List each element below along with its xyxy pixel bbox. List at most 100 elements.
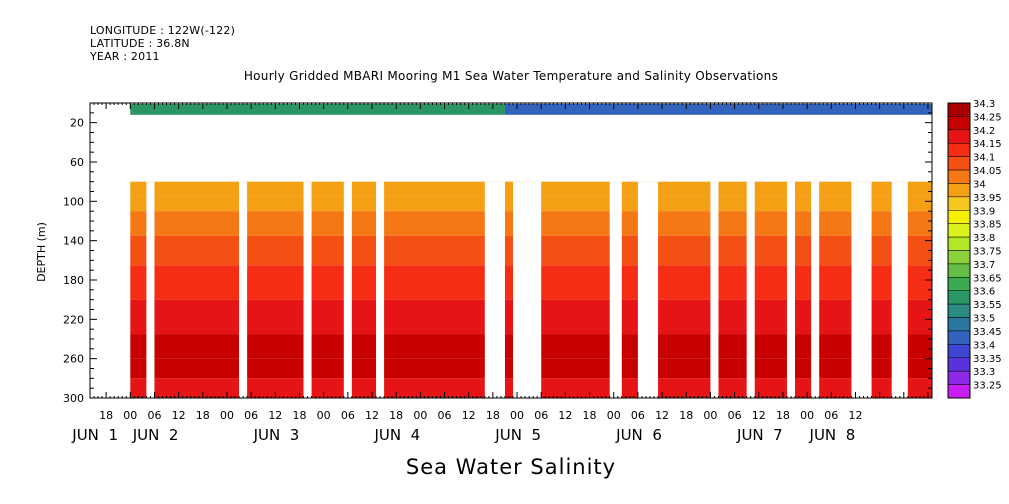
colorbar-label: 33.7: [973, 260, 995, 271]
y-tick-label: 100: [63, 195, 84, 208]
x-hour-label: 12: [365, 409, 379, 422]
colorbar-swatch: [947, 142, 971, 157]
x-axis: 18 00 06 12 18 00 06 12 18 00 06 12 18 00 06 12 18 00 06 12…: [71, 103, 933, 444]
x-hour-label: 18: [776, 409, 790, 422]
latitude-label: LATITUDE : 36.8N: [90, 37, 190, 50]
colorbar-label: 34.25: [973, 112, 1002, 123]
y-tick-label: 140: [63, 235, 84, 248]
colorbar-label: 33.25: [973, 381, 1002, 392]
surface-salinity-band-1: [504, 104, 932, 115]
year-label: YEAR : 2011: [90, 50, 160, 63]
data-gaps: [146, 181, 908, 398]
x-day-label: JUN 7: [736, 426, 783, 444]
x-hour-label: 00: [123, 409, 137, 422]
x-hour-label: 18: [292, 409, 306, 422]
colorbar-swatch: [947, 183, 971, 198]
colorbar-swatch: [947, 156, 971, 171]
x-hour-label: 12: [558, 409, 572, 422]
longitude-label: LONGITUDE : 122W(-122): [90, 24, 236, 37]
x-hour-label: 00: [220, 409, 234, 422]
y-tick-label: 220: [63, 313, 84, 326]
colorbar-swatch: [947, 303, 971, 318]
data-gap-3: [343, 181, 352, 398]
colorbar-swatch: [947, 210, 971, 224]
x-hour-label: 06: [147, 409, 161, 422]
x-hour-label: 12: [848, 409, 862, 422]
data-gap-16: [891, 181, 908, 398]
colorbar-label: 34.15: [973, 139, 1002, 150]
x-hour-label: 06: [438, 409, 452, 422]
data-gap-14: [851, 181, 860, 398]
data-gap-10: [710, 181, 719, 398]
x-hour-label: 18: [196, 409, 210, 422]
colorbar-swatch: [947, 357, 971, 372]
data-gap-2: [303, 181, 312, 398]
colorbar-swatch: [947, 236, 971, 251]
colorbar-label: 33.75: [973, 247, 1002, 258]
x-hour-label: 12: [462, 409, 476, 422]
x-hour-label: 00: [317, 409, 331, 422]
colorbar-label: 33.5: [973, 314, 995, 325]
colorbar-swatch: [947, 102, 971, 117]
colorbar-label: 34: [973, 179, 986, 190]
colorbar-swatch: [947, 344, 971, 359]
colorbar-label: 33.4: [973, 340, 995, 351]
x-day-label: JUN 3: [253, 426, 300, 444]
data-gap-4: [376, 181, 385, 398]
colorbar-swatch: [947, 169, 971, 184]
colorbar-swatch: [947, 116, 971, 131]
colorbar-label: 34.3: [973, 99, 995, 110]
x-hour-label: 00: [413, 409, 427, 422]
x-day-label: JUN 4: [373, 426, 420, 444]
x-day-label: JUN 5: [494, 426, 541, 444]
colorbar-label: 33.35: [973, 354, 1002, 365]
x-hour-label: 18: [583, 409, 597, 422]
data-gap-5: [484, 181, 505, 398]
x-hour-label: 06: [631, 409, 645, 422]
y-tick-label: 300: [63, 392, 84, 405]
y-tick-label: 260: [63, 353, 84, 366]
x-hour-label: 12: [655, 409, 669, 422]
colorbar-frame: [947, 102, 971, 399]
data-gap-13: [811, 181, 820, 398]
colorbar-swatch: [947, 290, 971, 305]
x-hour-label: 06: [341, 409, 355, 422]
data-gap-11: [746, 181, 755, 398]
data-gap-1: [239, 181, 248, 398]
data-gap-8: [637, 181, 650, 398]
data-gap-0: [146, 181, 155, 398]
colorbar-label: 34.2: [973, 126, 995, 137]
y-tick-label: 180: [63, 274, 84, 287]
colorbar-label: 33.45: [973, 327, 1002, 338]
x-hour-label: 06: [824, 409, 838, 422]
colorbar-label: 33.8: [973, 233, 995, 244]
colorbar-label: 33.3: [973, 367, 995, 378]
y-axis: 20 60 100 140 180 220 260 300: [63, 112, 932, 405]
x-hour-label: 18: [679, 409, 693, 422]
colorbar-swatch: [947, 223, 971, 238]
colorbar-swatch: [947, 370, 971, 385]
data-gap-15: [859, 181, 872, 398]
colorbar-label: 34.1: [973, 153, 995, 164]
x-hour-label: 00: [800, 409, 814, 422]
x-hour-label: 00: [703, 409, 717, 422]
x-hour-label: 06: [728, 409, 742, 422]
colorbar-swatch: [947, 330, 971, 345]
y-tick-label: 60: [70, 156, 84, 169]
colorbar-label: 33.9: [973, 206, 995, 217]
x-hour-label: 00: [607, 409, 621, 422]
colorbar-swatch: [947, 317, 971, 332]
x-day-label: JUN 2: [132, 426, 179, 444]
y-tick-label: 20: [70, 117, 84, 130]
x-hour-label: 12: [172, 409, 186, 422]
colorbar: 34.3 34.25 34.2 34.15 34.1 34.05 34 33.95 33.9 33…: [947, 99, 1002, 399]
x-day-label: JUN 8: [809, 426, 856, 444]
x-day-label: JUN 6: [615, 426, 662, 444]
data-gap-6: [513, 181, 542, 398]
colorbar-label: 33.6: [973, 287, 995, 298]
data-gap-7: [609, 181, 622, 398]
colorbar-swatch: [947, 250, 971, 265]
data-gap-9: [649, 181, 659, 398]
